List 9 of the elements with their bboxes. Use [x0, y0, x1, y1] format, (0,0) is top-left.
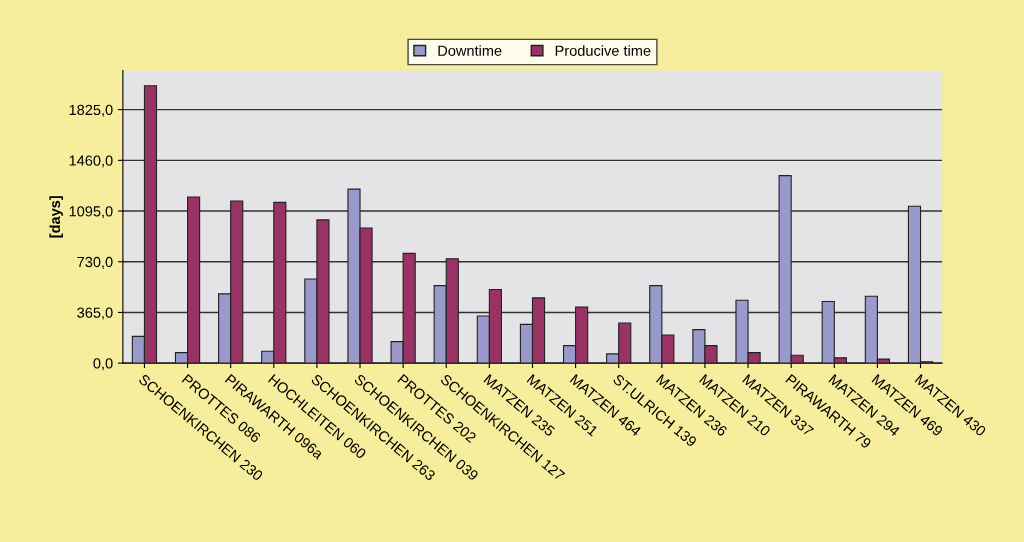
y-tick-label: 730,0 — [77, 256, 113, 269]
y-tick-label: 365,0 — [77, 307, 113, 320]
legend-label: Producive time — [555, 45, 651, 56]
y-tick-label: 1825,0 — [69, 104, 113, 117]
y-tick-label: 1095,0 — [69, 206, 113, 219]
legend-label: Downtime — [438, 45, 502, 56]
y-tick-label: 1460,0 — [69, 155, 113, 168]
y-axis-title: [days] — [49, 196, 63, 238]
y-tick-label: 0,0 — [93, 358, 113, 371]
